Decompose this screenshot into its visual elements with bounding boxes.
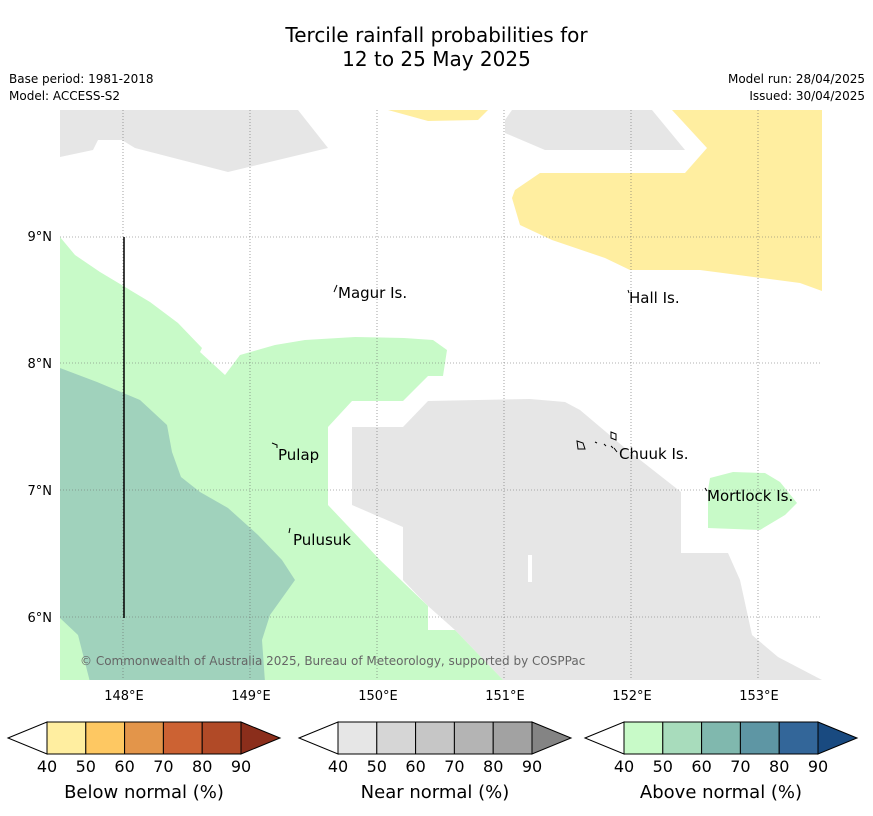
above-colorbar-tick-label: 80	[769, 757, 789, 776]
place-label-pulusuk: Pulusuk	[293, 531, 351, 549]
place-label-pulap: Pulap	[278, 446, 319, 464]
issued-date: Issued: 30/04/2025	[749, 89, 865, 103]
above-colorbar-segment	[662, 721, 703, 755]
below-colorbar-tick-label: 60	[114, 757, 134, 776]
above-colorbar-high-arrow	[817, 721, 859, 755]
below-colorbar-low-arrow	[6, 721, 48, 755]
colorbar-above-normal: 40 50 60 70 80 90 Above normal (%)	[583, 721, 859, 803]
place-label-mortlock: Mortlock Is.	[707, 487, 793, 505]
place-label-hall: Hall Is.	[629, 289, 680, 307]
near-colorbar-tick-label: 50	[367, 757, 387, 776]
above-normal-region-east	[708, 472, 797, 530]
lon-label-151e: 151°E	[485, 689, 525, 704]
near-colorbar-low-arrow	[297, 721, 339, 755]
lat-label-9n: 9°N	[28, 230, 53, 245]
below-colorbar-segment	[85, 721, 126, 755]
colorbar-near-normal: 40 50 60 70 80 90 Near normal (%)	[297, 721, 573, 803]
above-colorbar-tick-label: 90	[808, 757, 828, 776]
lon-label-149e: 149°E	[231, 689, 271, 704]
near-colorbar-high-arrow	[531, 721, 573, 755]
above-normal-region-southwest	[60, 368, 295, 680]
below-colorbar-title: Below normal (%)	[64, 782, 224, 803]
near-colorbar-segment	[415, 721, 455, 755]
lon-label-153e: 153°E	[739, 689, 779, 704]
below-colorbar-segment	[46, 721, 87, 755]
place-label-magur: Magur Is.	[338, 284, 407, 302]
above-colorbar-tick-label: 70	[730, 757, 750, 776]
near-colorbar-segment	[453, 721, 494, 755]
place-label-chuuk: Chuuk Is.	[619, 445, 688, 463]
near-colorbar-tick-label: 70	[444, 757, 464, 776]
colorbar-below-normal: 40 50 60 70 80 90 Below normal (%)	[6, 721, 282, 803]
island-shapes	[271, 284, 708, 534]
base-period: Base period: 1981-2018	[9, 72, 154, 86]
lon-label-148e: 148°E	[104, 689, 144, 704]
above-colorbar-low-arrow	[583, 721, 625, 755]
map-area: Magur Is. Hall Is. Pulap Chuuk Is. Mortl…	[60, 110, 822, 680]
above-colorbar-tick-label: 50	[653, 757, 673, 776]
model-name: Model: ACCESS-S2	[9, 89, 121, 103]
below-colorbar-tick-label: 50	[76, 757, 96, 776]
near-colorbar-tick-label: 40	[328, 757, 348, 776]
lon-label-150e: 150°E	[358, 689, 398, 704]
below-colorbar-tick-label: 90	[231, 757, 251, 776]
above-colorbar-tick-label: 60	[691, 757, 711, 776]
below-colorbar-high-arrow	[240, 721, 282, 755]
below-normal-region-north	[388, 110, 488, 121]
above-colorbar-segment	[623, 721, 664, 755]
lat-label-7n: 7°N	[28, 484, 53, 499]
below-colorbar-tick-label: 40	[37, 757, 57, 776]
gridlines	[60, 110, 822, 680]
title-line-1: Tercile rainfall probabilities for	[285, 23, 588, 47]
above-colorbar-title: Above normal (%)	[640, 782, 802, 803]
below-normal-region-northeast	[512, 110, 822, 291]
near-colorbar-segment	[337, 721, 378, 755]
near-normal-region-south	[352, 399, 822, 680]
no-data-strip	[528, 555, 532, 582]
above-colorbar-segment	[778, 721, 819, 755]
model-run: Model run: 28/04/2025	[727, 72, 865, 86]
near-normal-region-northeast	[505, 110, 685, 150]
below-colorbar-segment	[162, 721, 203, 755]
title-line-2: 12 to 25 May 2025	[342, 47, 531, 71]
copyright-notice: © Commonwealth of Australia 2025, Bureau…	[80, 654, 585, 668]
above-colorbar-segment	[701, 721, 741, 755]
lon-label-152e: 152°E	[612, 689, 652, 704]
below-colorbar-segment	[124, 721, 164, 755]
near-colorbar-segment	[492, 721, 533, 755]
below-colorbar-tick-label: 70	[153, 757, 173, 776]
below-colorbar-segment	[201, 721, 242, 755]
above-colorbar-tick-label: 40	[614, 757, 634, 776]
lat-label-8n: 8°N	[28, 357, 53, 372]
near-colorbar-title: Near normal (%)	[361, 782, 510, 803]
above-colorbar-segment	[739, 721, 780, 755]
lat-label-6n: 6°N	[28, 611, 53, 626]
near-colorbar-segment	[376, 721, 417, 755]
near-normal-region-northwest	[60, 110, 328, 172]
near-colorbar-tick-label: 60	[405, 757, 425, 776]
near-colorbar-tick-label: 90	[522, 757, 542, 776]
near-colorbar-tick-label: 80	[483, 757, 503, 776]
below-colorbar-tick-label: 80	[192, 757, 212, 776]
